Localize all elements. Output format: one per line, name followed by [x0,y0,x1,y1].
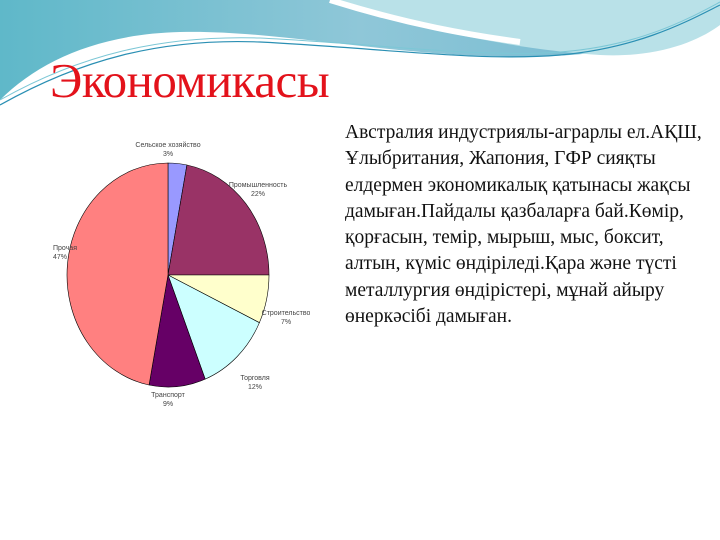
slice-category-label: Сельское хозяйство [135,141,200,149]
pie-chart: Сельское хозяйство 3% Промышленность 22% Стр… [53,141,310,408]
slice-category-label: Промышленность [229,182,288,189]
slice-category-label: Торговля [240,375,269,382]
slice-percent-label: 12% [248,384,262,391]
slice-category-label: Транспорт [151,392,185,399]
slide-body-text: Австралия индустриялы-аграрлы ел.АҚШ, Ұл… [345,122,702,328]
pie-slice [167,164,270,276]
slice-percent-label: 22% [251,191,265,198]
slide-title: Экономикасы [50,53,330,108]
slice-percent-label: 9% [163,401,173,408]
pie-slice [66,162,169,386]
slice-category-label: Строительство [262,310,310,317]
slice-percent-label: 7% [281,319,291,326]
slice-percent-label: 3% [163,151,173,158]
slice-category-label: Прочая [53,245,77,252]
pie-slice [167,274,260,380]
slice-percent-label: 47% [53,254,67,261]
